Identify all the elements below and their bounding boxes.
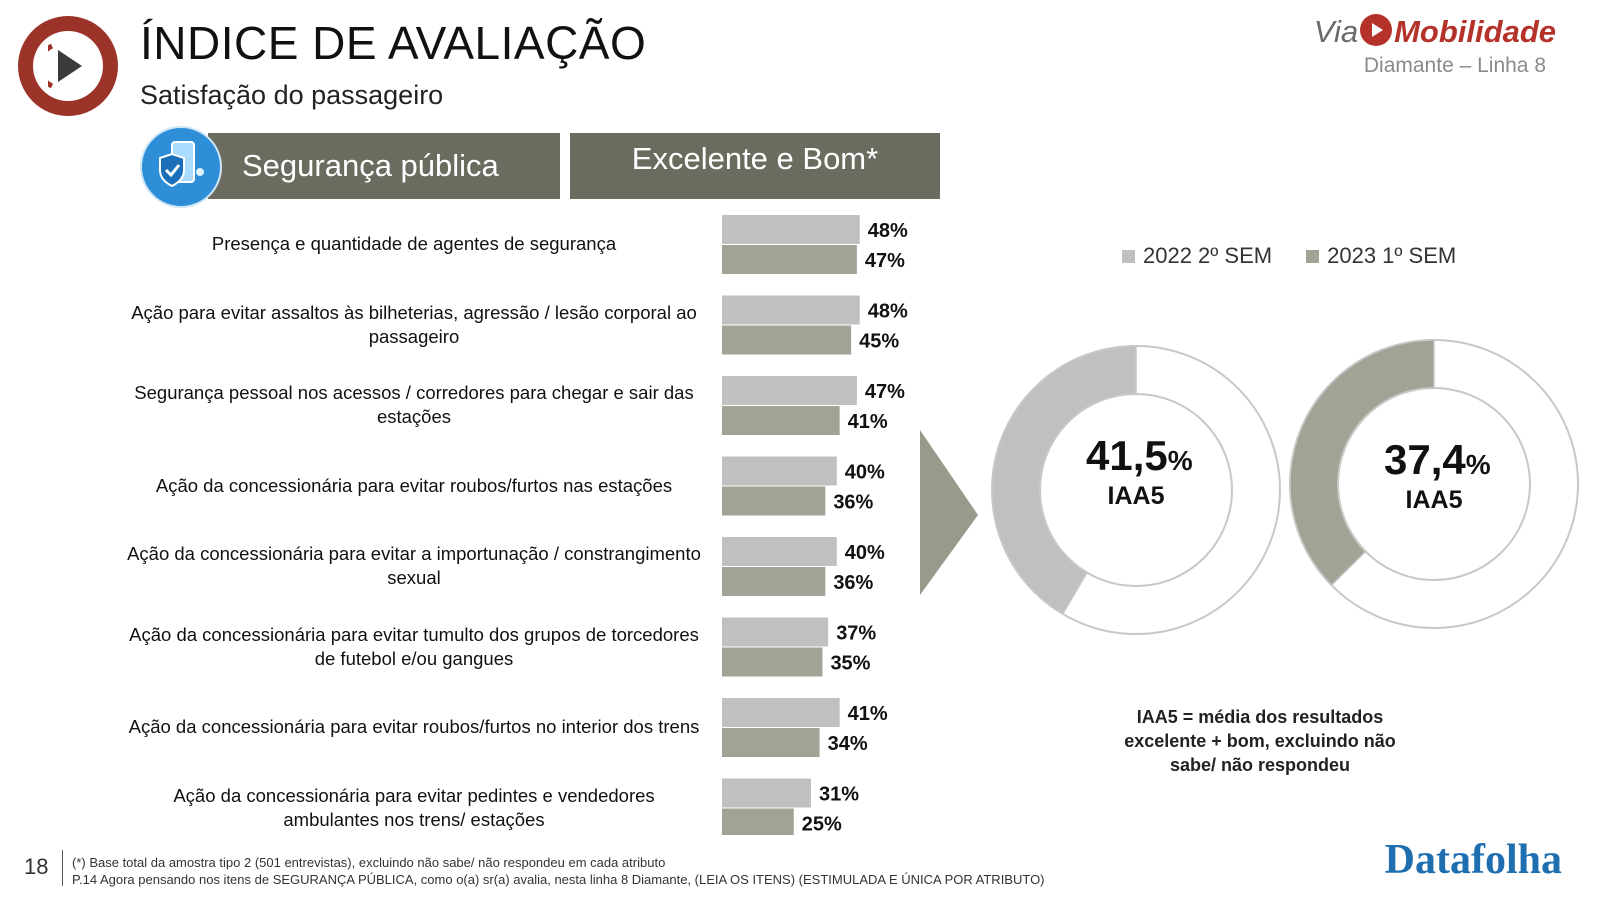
bar-value-label-2022: 47% [865, 381, 905, 403]
metric-banner-label: Excelente e Bom* [631, 141, 879, 176]
bar-2023 [722, 808, 794, 835]
category-banner: Segurança pública [208, 133, 560, 199]
bar-2022 [722, 778, 811, 808]
bar-2023 [722, 406, 840, 435]
donut-hole-2023 [1337, 387, 1531, 581]
bar-category-label: Ação da concessionária para evitar pedin… [173, 784, 655, 830]
bar-value-label-2023: 41% [848, 411, 888, 433]
page-title: ÍNDICE DE AVALIAÇÃO [140, 17, 647, 69]
bar-value-label-2022: 40% [845, 462, 885, 484]
bar-category-label: Ação da concessionária para evitar roubo… [155, 474, 673, 496]
page-subtitle: Satisfação do passageiro [140, 80, 444, 110]
bar-2022 [722, 376, 857, 405]
donut-value-2022: 41,5 [1086, 432, 1168, 479]
bar-value-label-2023: 34% [828, 733, 868, 755]
bar-2023 [722, 245, 857, 274]
legend-swatch-2022 [1122, 249, 1135, 263]
category-banner-label: Segurança pública [242, 148, 499, 183]
bar-value-label-2022: 48% [868, 220, 908, 242]
footer-note-base: (*) Base total da amostra tipo 2 (501 en… [72, 855, 666, 870]
footer-notes: (*) Base total da amostra tipo 2 (501 en… [72, 854, 1045, 888]
page-number: 18 [24, 854, 49, 879]
iaa-definition-note: IAA5 = média dos resultados excelente + … [1124, 707, 1396, 775]
donut-unit-2023: % [1465, 449, 1491, 480]
bar-value-label-2023: 36% [833, 492, 873, 514]
brand-name: Mobilidade [1394, 14, 1556, 49]
legend-label-2023: 2023 1º SEM [1327, 243, 1457, 268]
bar-2023 [722, 486, 826, 516]
legend-label-2022: 2022 2º SEM [1143, 243, 1273, 268]
donut-metric-2022: IAA5 [1107, 482, 1165, 510]
bar-value-label-2023: 36% [833, 572, 873, 594]
footer-divider [62, 850, 63, 886]
legend-item-2023: 2023 1º SEM [1306, 243, 1456, 269]
brand-dot-icon [1360, 14, 1393, 46]
legend-item-2022: 2022 2º SEM [1122, 243, 1272, 269]
logo-icon [18, 16, 118, 116]
brand-line: Diamante – Linha 8 [1363, 54, 1546, 77]
bar-2022 [722, 537, 837, 566]
bar-value-label-2022: 41% [848, 703, 888, 725]
bar-2022 [722, 295, 860, 325]
footer-note-question: P.14 Agora pensando nos itens de SEGURAN… [72, 872, 1045, 887]
play-icon [33, 31, 103, 101]
security-shield-icon [140, 126, 222, 208]
brand-logo: Via Mobilidade Diamante – Linha 8 [1314, 14, 1556, 78]
donut-label-2023: 37,4% IAA5 [1384, 436, 1491, 515]
brand-via: Via [1313, 14, 1359, 49]
bar-value-label-2022: 31% [819, 784, 859, 806]
bar-2022 [722, 617, 829, 647]
arrow-icon [920, 430, 978, 595]
donut-label-2022: 41,5% IAA5 [1086, 432, 1193, 511]
bar-2022 [722, 698, 840, 727]
donut-metric-2023: IAA5 [1405, 486, 1463, 514]
donut-unit-2022: % [1167, 445, 1193, 476]
donut-value-2023: 37,4 [1384, 436, 1466, 483]
bar-2023 [722, 728, 820, 757]
chart-legend: 2022 2º SEM 2023 1º SEM [1122, 243, 1456, 269]
bar-value-label-2023: 47% [865, 250, 905, 272]
bar-category-label: Segurança pessoal nos acessos / corredor… [134, 382, 694, 427]
donut-hole-2022 [1039, 393, 1233, 587]
legend-swatch-2023 [1306, 249, 1320, 263]
bar-category-label: Ação da concessionária para evitar roubo… [128, 716, 700, 737]
metric-banner: Excelente e Bom* [570, 133, 940, 199]
bar-category-label: Ação da concessionária para evitar a imp… [127, 543, 701, 588]
bar-value-label-2022: 48% [868, 301, 908, 323]
donut-chart-2022 [991, 345, 1281, 635]
bar-category-label: Ação para evitar assaltos às bilheterias… [131, 301, 697, 347]
bar-category-label: Ação da concessionária para evitar tumul… [129, 623, 699, 669]
donut-chart-2023 [1289, 339, 1579, 629]
bar-2023 [722, 567, 826, 596]
bar-value-label-2023: 35% [830, 653, 870, 675]
datafolha-logo: Datafolha [1384, 837, 1562, 883]
bar-value-label-2023: 25% [802, 814, 842, 836]
bar-2022 [722, 456, 837, 486]
bar-chart: 48% 47% 48% 45% 47% 41% 40% 36% 40% 36% 37% 35% 41% 3… [722, 215, 908, 836]
bar-value-label-2022: 37% [836, 623, 876, 645]
bar-value-label-2022: 40% [845, 542, 885, 564]
bar-2023 [722, 325, 852, 355]
bar-2023 [722, 647, 823, 677]
bar-category-label: Presença e quantidade de agentes de segu… [211, 233, 617, 254]
bar-value-label-2023: 45% [859, 331, 899, 353]
bar-2022 [722, 215, 860, 244]
